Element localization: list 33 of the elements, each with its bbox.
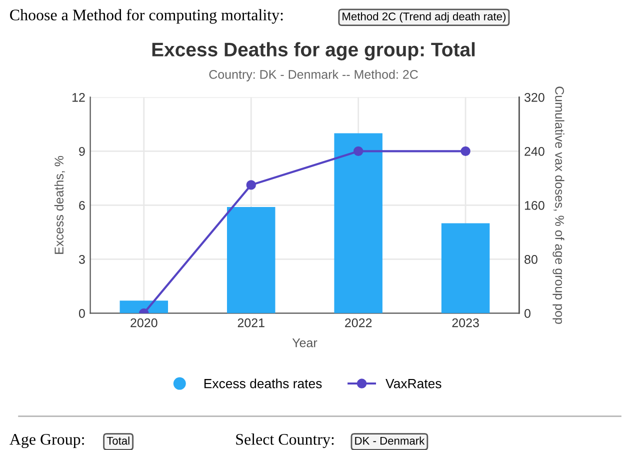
y2-tick-label: 160 — [524, 201, 544, 210]
bar — [226, 207, 276, 314]
y2-tick-label: 0 — [524, 309, 530, 318]
text: Age Group: — [10, 434, 84, 448]
y-tick-label: 12 — [72, 93, 85, 102]
text: Total — [106, 436, 130, 445]
x-tick-label: 2020 — [130, 318, 158, 328]
point — [460, 146, 470, 156]
x-tick-label: 2021 — [238, 318, 264, 328]
text: Select Country: — [236, 434, 334, 448]
text: DK - Denmark — [355, 436, 425, 445]
y-axis-title: Excess deaths, % — [54, 156, 65, 254]
y2-tick-label: 240 — [524, 147, 544, 156]
x-tick-label: 2023 — [452, 318, 479, 328]
y-tick-label: 0 — [78, 309, 85, 318]
point — [353, 146, 364, 156]
y2-tick-label: 320 — [524, 93, 544, 102]
y-tick-label: 9 — [79, 147, 85, 156]
y-tick-label: 3 — [78, 255, 85, 264]
bar — [334, 133, 382, 314]
y2-tick-label: 80 — [524, 255, 538, 264]
x-tick-label: 2022 — [345, 318, 372, 328]
bar — [441, 223, 490, 314]
x-axis-title: Year — [292, 338, 318, 348]
legend-label: VaxRates — [386, 379, 442, 388]
chart-title: Excess Deaths for age group: Total — [152, 42, 475, 60]
legend-label: Excess deaths rates — [204, 378, 322, 388]
chart-subtitle: Country: DK - Denmark -- Method: 2C — [209, 70, 418, 82]
point — [246, 180, 256, 190]
text: Method 2C (Trend adj death rate) — [342, 12, 506, 23]
text: Choose a Method for computing mortality: — [10, 9, 283, 24]
y2-axis-title: Cumulative vax doses, % of age group pop — [552, 86, 564, 324]
y-tick-label: 6 — [79, 201, 85, 210]
